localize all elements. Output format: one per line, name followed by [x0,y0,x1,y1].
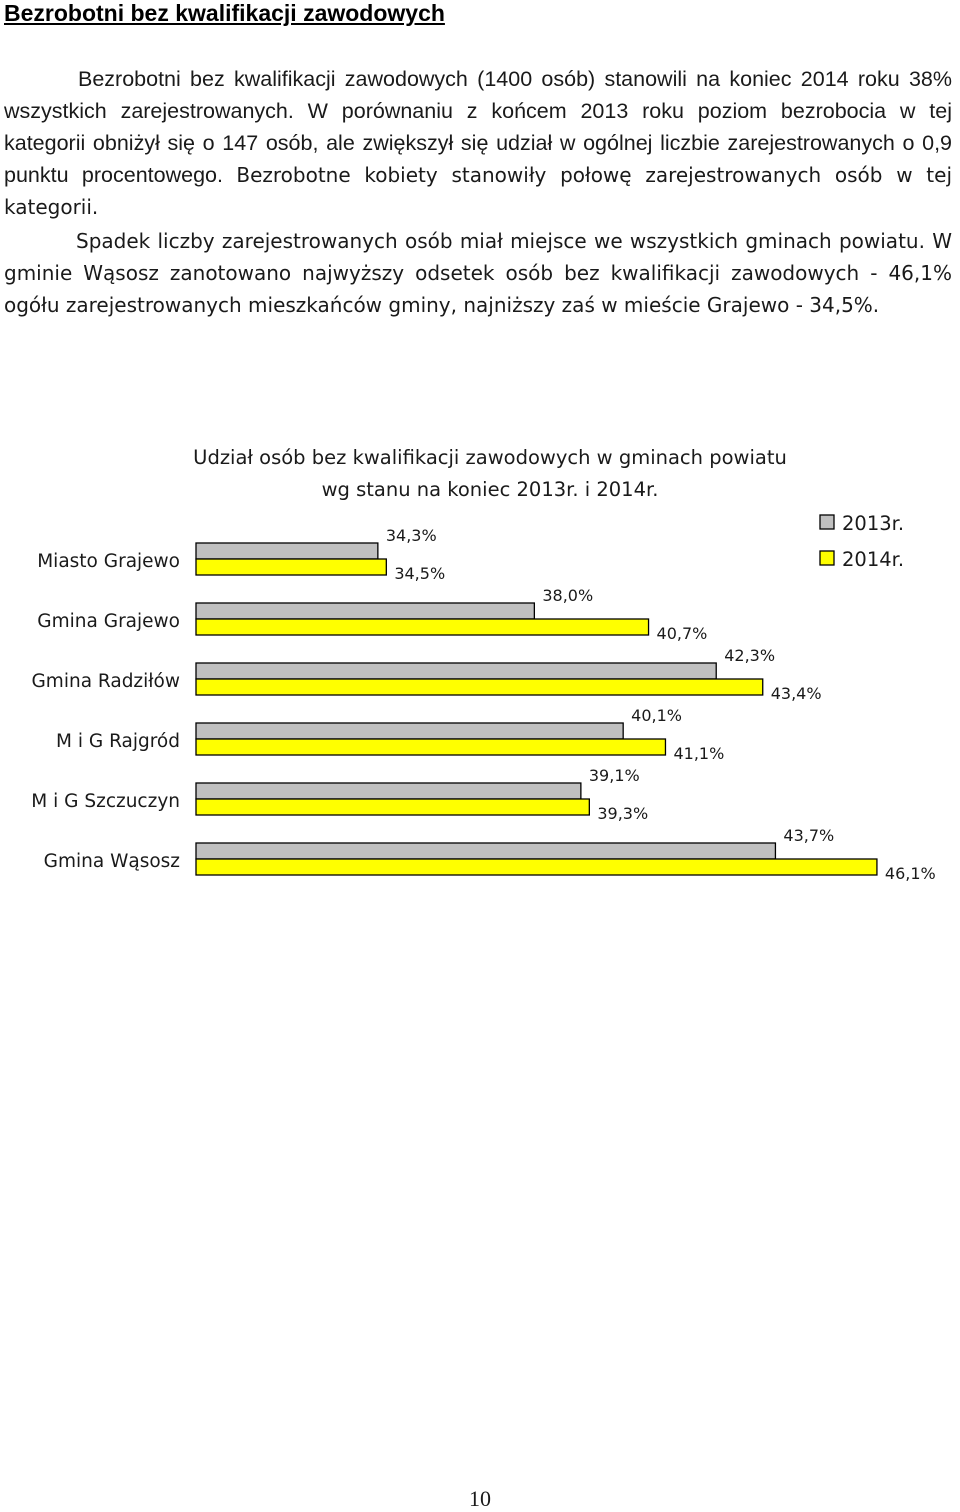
bar-2013r-cat-5 [195,782,582,800]
data-label-2014r-cat-3: 43,4% [771,684,822,703]
data-label-2014r-cat-4: 41,1% [673,744,724,763]
paragraph-summary-text: Bezrobotni bez kwalifikacji zawodowych (… [4,67,952,187]
paragraph-women-note: Bezrobotne kobiety stanowiły połowę zare… [4,163,952,219]
bar-chart: Miasto Grajewo 34,3% 34,5% Gmina Grajewo 38,… [31,512,936,883]
category-label: Miasto Grajewo [37,551,180,572]
bar-2013r-cat-4 [195,722,624,740]
bar-2014r-cat-6 [195,858,878,876]
data-label-2013r-cat-4: 40,1% [631,706,682,725]
data-label-2014r-cat-6: 46,1% [885,864,936,883]
bar-2013r-cat-3 [195,662,717,680]
legend-label-2013r: 2013r. [842,512,904,535]
paragraph-municipalities: Spadek liczby zarejestrowanych osób miał… [4,229,952,317]
data-label-2013r-cat-3: 42,3% [724,646,775,665]
legend-swatch-2013r [819,514,835,530]
data-label-2013r-cat-1: 34,3% [386,526,437,545]
data-label-2013r-cat-5: 39,1% [589,766,640,785]
chart-title: Udział osób bez kwalifikacji zawodowych … [150,442,830,506]
data-label-2014r-cat-1: 34,5% [394,564,445,583]
data-label-2013r-cat-6: 43,7% [783,826,834,845]
chart-container: Udział osób bez kwalifikacji zawodowych … [0,440,960,900]
bar-2014r-cat-1 [195,558,387,576]
bar-2014r-cat-4 [195,738,667,756]
category-label: Gmina Radziłów [31,671,180,692]
category-label: M i G Szczuczyn [31,791,180,812]
legend-label-2014r: 2014r. [842,548,904,571]
bar-2013r-cat-2 [195,602,536,620]
category-label: Gmina Grajewo [37,611,180,632]
data-label-2014r-cat-2: 40,7% [657,624,708,643]
bar-2013r-cat-1 [195,542,379,560]
chart-title-line-2: wg stanu na koniec 2013r. i 2014r. [321,478,659,501]
category-label: Gmina Wąsosz [44,851,180,872]
paragraph-summary: Bezrobotni bez kwalifikacji zawodowych (… [4,63,952,223]
bar-2013r-cat-6 [195,842,777,860]
chart-title-line-1: Udział osób bez kwalifikacji zawodowych … [193,446,787,469]
legend-swatch-2014r [819,550,835,566]
data-label-2013r-cat-2: 38,0% [542,586,593,605]
page-number: 10 [469,1486,491,1511]
bar-2014r-cat-3 [195,678,764,696]
category-label: M i G Rajgród [56,731,180,752]
data-label-2014r-cat-5: 39,3% [597,804,648,823]
bar-2014r-cat-2 [195,618,650,636]
bar-2014r-cat-5 [195,798,590,816]
section-heading: Bezrobotni bez kwalifikacji zawodowych [4,0,445,26]
